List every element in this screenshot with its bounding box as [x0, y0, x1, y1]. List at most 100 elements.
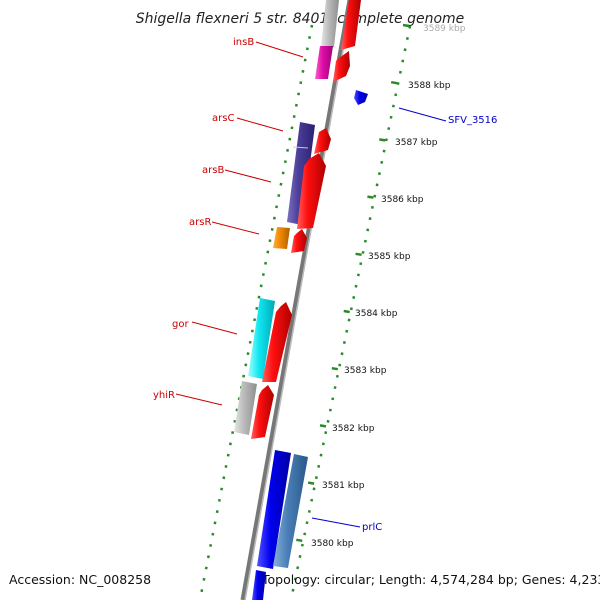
- track-dot: [321, 442, 325, 446]
- gene-label-gor[interactable]: gor: [172, 319, 189, 330]
- track-dot: [349, 307, 353, 311]
- genome-summary-text: Topology: circular; Length: 4,574,284 bp…: [262, 572, 600, 587]
- leader-arsR: [211, 221, 260, 235]
- cds-arrow-arsR[interactable]: [291, 229, 307, 253]
- gene-label-arsC[interactable]: arsC: [212, 113, 234, 124]
- scale-tick: [343, 309, 350, 314]
- track-dot: [396, 82, 400, 86]
- track-dot: [352, 295, 356, 299]
- track-dot: [331, 397, 335, 401]
- tick-label-3581: 3581 kbp: [322, 481, 365, 491]
- track-dot: [312, 487, 316, 491]
- gene-label-arsB[interactable]: arsB: [202, 165, 224, 176]
- gene-label-prlC[interactable]: prlC: [362, 522, 382, 533]
- track-dot: [394, 93, 398, 97]
- gene-label-SFV-3516[interactable]: SFV_3516: [448, 115, 497, 126]
- genome-backbone: [240, 0, 353, 600]
- feature-block-gor[interactable]: [248, 298, 275, 379]
- tick-label-3586: 3586 kbp: [381, 195, 424, 205]
- track-dot: [291, 588, 295, 592]
- gene-label-arsR[interactable]: arsR: [189, 217, 211, 228]
- track-dot: [319, 453, 323, 457]
- track-dot: [380, 160, 384, 164]
- track-dot: [377, 172, 381, 176]
- leader-prlC: [311, 517, 361, 528]
- scale-tick: [379, 138, 386, 142]
- scale-tick: [319, 424, 327, 428]
- gene-label-yhiR[interactable]: yhiR: [153, 390, 175, 401]
- track-dot: [324, 431, 328, 435]
- track-dot: [305, 521, 309, 525]
- page-title: Shigella flexneri 5 str. 8401, complete …: [136, 11, 465, 27]
- track-dot: [370, 205, 374, 209]
- feature-block-insB[interactable]: [315, 46, 333, 79]
- cds-arrow-yhiR[interactable]: [251, 385, 274, 439]
- track-dot: [387, 127, 391, 131]
- track-dot: [310, 498, 314, 502]
- cds-arrow-arsC[interactable]: [314, 128, 331, 154]
- outer-dotted-track: [291, 25, 412, 592]
- track-dot: [303, 532, 307, 536]
- scale-tick: [307, 481, 315, 485]
- track-dot: [405, 37, 409, 40]
- accession-text: Accession: NC_008258: [9, 572, 152, 587]
- feature-block-blue-bottom[interactable]: [252, 570, 266, 600]
- track-dot: [389, 115, 393, 119]
- feature-block-gray-top[interactable]: [321, 0, 339, 47]
- feature-block-yhiR[interactable]: [234, 381, 257, 435]
- track-dot: [314, 476, 318, 480]
- cds-arrow-arsB[interactable]: [297, 153, 326, 229]
- track-dot: [300, 543, 304, 547]
- tick-label-3583: 3583 kbp: [344, 366, 387, 376]
- track-dot: [296, 566, 300, 570]
- tick-label-3587: 3587 kbp: [395, 138, 438, 148]
- cds-arrow-prlC[interactable]: [273, 454, 308, 568]
- leader-gor: [191, 321, 238, 335]
- tick-label-3588: 3588 kbp: [408, 81, 451, 91]
- track-dot: [338, 363, 342, 367]
- track-dot: [366, 228, 370, 232]
- track-dot: [307, 509, 311, 513]
- leader-SFV-3516: [398, 107, 447, 122]
- scale-tick: [402, 23, 410, 28]
- track-dot: [408, 25, 412, 29]
- tick-label-3585: 3585 kbp: [368, 252, 411, 262]
- tick-label-3589: 3589 kbp: [423, 24, 466, 34]
- track-dot: [373, 194, 377, 198]
- track-dot: [342, 341, 346, 344]
- track-dot: [347, 318, 351, 322]
- track-dot: [326, 419, 330, 423]
- feature-block-blue-lower[interactable]: [257, 450, 291, 569]
- track-dot: [345, 329, 349, 333]
- leader-arsC: [236, 117, 284, 132]
- track-dot: [328, 408, 332, 412]
- gene-label-insB[interactable]: insB: [233, 37, 254, 48]
- track-dot: [298, 554, 302, 558]
- tick-label-3584: 3584 kbp: [355, 309, 398, 319]
- track-dot: [317, 464, 321, 468]
- inner-dotted-track: [200, 24, 314, 593]
- track-dot: [354, 284, 358, 288]
- cds-arrow-SFV-3516[interactable]: [354, 90, 368, 105]
- tick-label-3582: 3582 kbp: [332, 424, 375, 434]
- scale-tick: [331, 366, 339, 371]
- track-dot: [368, 217, 372, 221]
- track-dot: [401, 59, 405, 63]
- track-dot: [382, 149, 386, 153]
- track-dot: [293, 577, 297, 581]
- scale-tick: [390, 80, 398, 85]
- track-dot: [361, 250, 365, 254]
- scale-tick: [355, 252, 362, 257]
- track-dot: [403, 48, 407, 52]
- track-dot: [384, 138, 388, 142]
- leader-yhiR: [175, 393, 223, 406]
- genome-backbone-highlight: [244, 0, 353, 600]
- track-dot: [335, 374, 339, 378]
- cds-arrow-top[interactable]: [341, 0, 361, 50]
- feature-block-arsR[interactable]: [273, 227, 290, 249]
- cds-arrow-insB[interactable]: [333, 51, 350, 82]
- cds-arrow-gor[interactable]: [262, 302, 292, 382]
- scale-ticks: [296, 23, 410, 543]
- track-dot: [375, 183, 379, 187]
